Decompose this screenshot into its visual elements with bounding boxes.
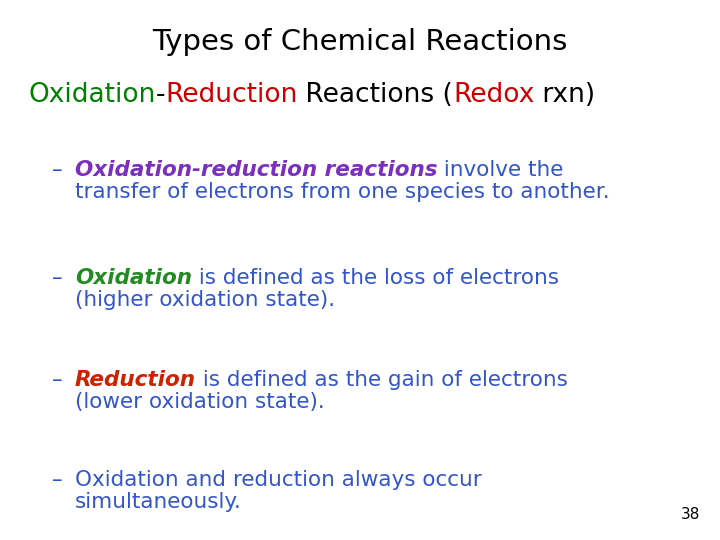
Text: (higher oxidation state).: (higher oxidation state). [75,290,335,310]
Text: is defined as the loss of electrons: is defined as the loss of electrons [192,268,559,288]
Text: Oxidation and reduction always occur: Oxidation and reduction always occur [75,470,482,490]
Text: Oxidation-reduction reactions: Oxidation-reduction reactions [75,160,438,180]
Text: rxn): rxn) [534,82,595,108]
Text: Reactions (: Reactions ( [297,82,453,108]
Text: –: – [52,160,63,180]
Text: is defined as the gain of electrons: is defined as the gain of electrons [196,370,568,390]
Text: simultaneously.: simultaneously. [75,492,242,512]
Text: –: – [52,470,63,490]
Text: Redox: Redox [453,82,534,108]
Text: Oxidation: Oxidation [75,268,192,288]
Text: Types of Chemical Reactions: Types of Chemical Reactions [153,28,567,56]
Text: –: – [52,268,63,288]
Text: Reduction: Reduction [165,82,297,108]
Text: involve the: involve the [438,160,564,180]
Text: Oxidation: Oxidation [28,82,156,108]
Text: Reduction: Reduction [75,370,196,390]
Text: -: - [156,82,165,108]
Text: (lower oxidation state).: (lower oxidation state). [75,392,325,412]
Text: –: – [52,370,63,390]
Text: 38: 38 [680,507,700,522]
Text: transfer of electrons from one species to another.: transfer of electrons from one species t… [75,182,610,202]
